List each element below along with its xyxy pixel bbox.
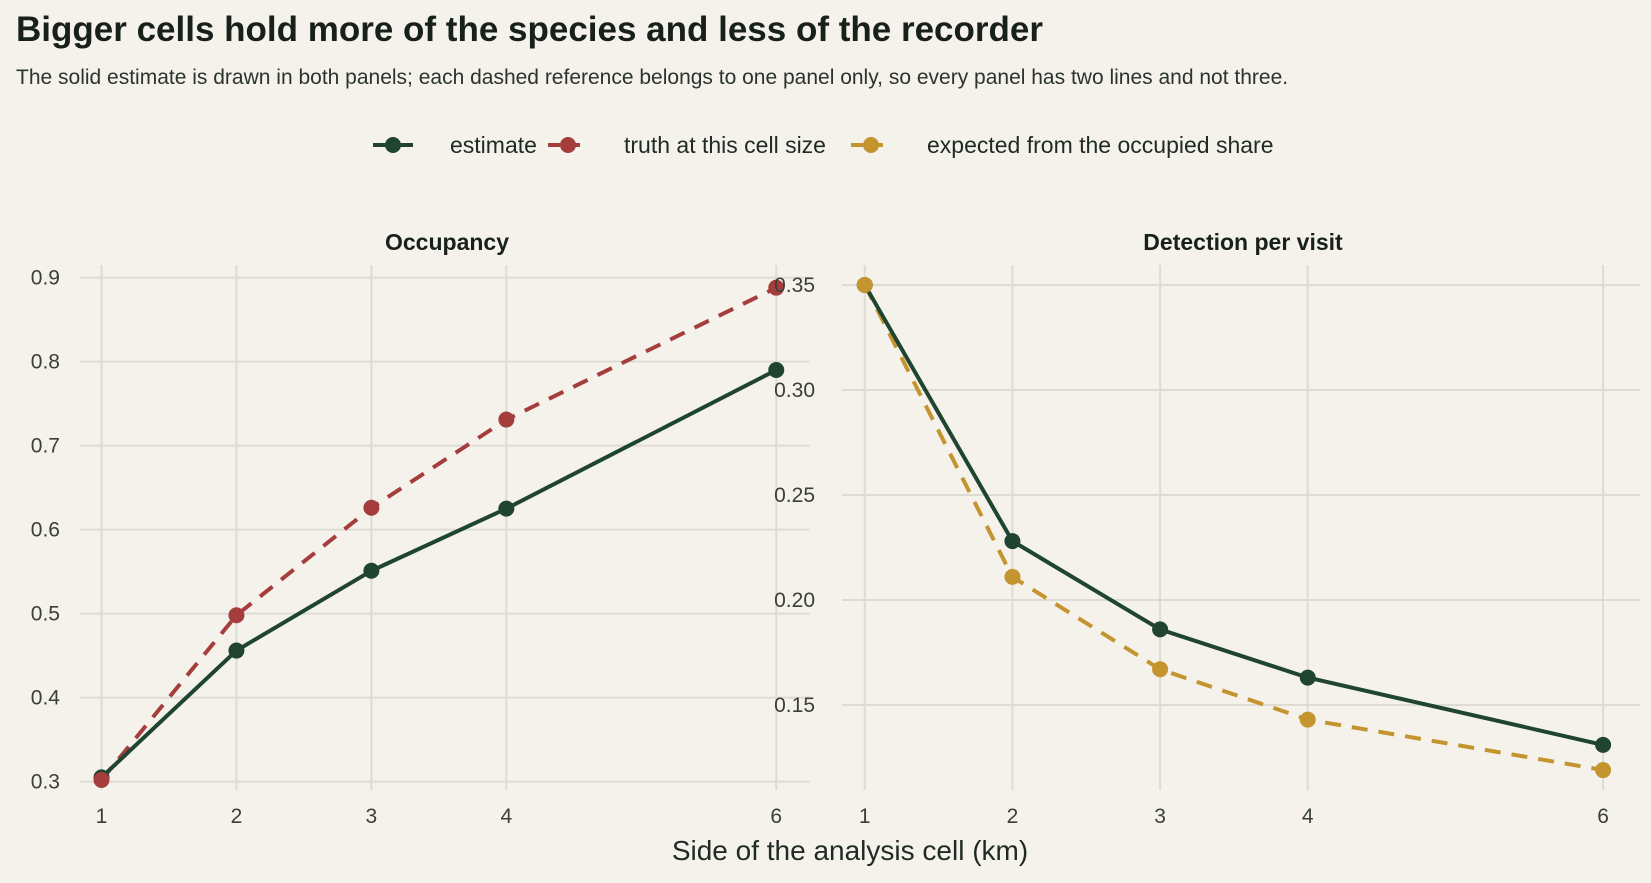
panel-1: Detection per visit 0.15 0.20 0.25 0.30 0.35 1…: [774, 229, 1640, 828]
x-tick-label: 2: [231, 805, 243, 828]
data-point-estimate: [1299, 669, 1316, 686]
x-axis-title: Side of the analysis cell (km): [672, 835, 1028, 866]
data-point-estimate: [768, 362, 785, 378]
y-tick-label: 0.8: [31, 351, 60, 374]
y-tick-label: 0.20: [774, 589, 815, 612]
series-line-estimate: [863, 284, 1604, 747]
data-point-expected: [856, 276, 873, 293]
data-point-truth: [498, 411, 515, 428]
x-tick-label: 6: [1597, 805, 1609, 828]
data-point-estimate: [228, 642, 245, 659]
data-point-expected: [1004, 568, 1021, 585]
data-point-truth: [228, 607, 245, 624]
y-tick-label: 0.25: [774, 484, 815, 507]
panel-title-0: Occupancy: [385, 229, 509, 255]
x-tick-label: 3: [366, 805, 378, 828]
legend-marker-estimate: [385, 137, 401, 153]
y-tick-label: 0.5: [31, 603, 60, 626]
data-point-expected: [1299, 711, 1316, 728]
y-tick-label: 0.6: [31, 519, 60, 542]
data-point-estimate: [1152, 621, 1169, 638]
x-tick-label: 1: [859, 805, 871, 828]
data-point-estimate: [1004, 533, 1021, 550]
legend-marker-truth: [560, 137, 576, 153]
legend-item-truth: truth at this cell size: [548, 132, 826, 158]
legend-label-truth: truth at this cell size: [624, 132, 826, 158]
y-tick-label: 0.7: [31, 435, 60, 458]
chart-title: Bigger cells hold more of the species an…: [16, 10, 1043, 49]
data-point-truth: [363, 499, 380, 516]
x-tick-label: 4: [1302, 805, 1314, 828]
y-tick-label: 0.9: [31, 267, 60, 290]
y-tick-label: 0.35: [774, 274, 815, 297]
x-tick-label: 1: [96, 805, 108, 828]
x-tick-label: 6: [770, 805, 782, 828]
series-line-expected: [863, 284, 1604, 772]
y-tick-label: 0.15: [774, 694, 815, 717]
y-tick-label: 0.4: [31, 687, 61, 710]
legend-label-expected: expected from the occupied share: [927, 132, 1273, 158]
legend: estimate truth at this cell size expected …: [373, 132, 1273, 158]
data-point-estimate: [363, 562, 380, 579]
legend-item-expected: expected from the occupied share: [851, 132, 1273, 158]
legend-marker-expected: [863, 137, 879, 153]
x-tick-label: 4: [501, 805, 513, 828]
x-tick-label: 2: [1007, 805, 1019, 828]
data-point-truth: [93, 771, 110, 788]
chart-subtitle: The solid estimate is drawn in both pane…: [16, 66, 1289, 89]
data-point-expected: [1595, 762, 1612, 779]
data-point-estimate: [1595, 736, 1612, 753]
panel-title-1: Detection per visit: [1143, 229, 1343, 255]
panel-0: Occupancy 0.3 0.4 0.5 0.6 0.7 0.8 0.9 1 2 3 4 6: [31, 229, 810, 828]
y-tick-label: 0.30: [774, 379, 815, 402]
x-tick-label: 3: [1154, 805, 1166, 828]
data-point-truth: [768, 279, 785, 296]
legend-item-estimate: estimate: [373, 132, 537, 158]
data-point-estimate: [498, 500, 515, 517]
series-line-estimate: [100, 368, 778, 779]
legend-label-estimate: estimate: [450, 132, 537, 158]
data-point-expected: [1152, 661, 1169, 678]
y-tick-label: 0.3: [31, 771, 60, 794]
